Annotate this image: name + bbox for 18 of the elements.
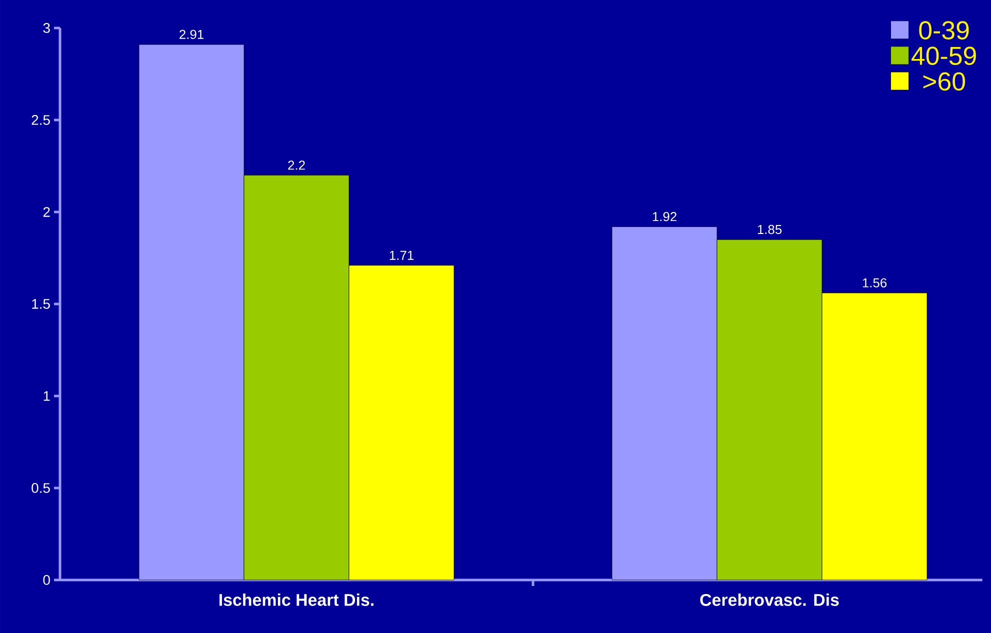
legend-label: 0-39: [919, 21, 969, 40]
y-tick-label: 2: [43, 207, 50, 217]
data-label: 1.92: [652, 212, 676, 222]
y-tick-label: 1: [44, 391, 50, 401]
x-tick-label: Cerebrovasc. Dis: [700, 594, 839, 606]
data-label: 1.56: [862, 278, 887, 288]
legend-label: 40-59: [912, 46, 976, 66]
y-tick-label: 0: [43, 575, 50, 585]
data-label: 2.91: [180, 30, 204, 40]
y-tick-label: 0.5: [32, 483, 50, 493]
legend-label: >60: [923, 72, 966, 91]
y-tick-label: 2.5: [32, 115, 50, 125]
y-tick-label: 1.5: [32, 299, 50, 309]
y-tick-label: 3: [43, 23, 50, 33]
data-label: 1.71: [390, 250, 414, 260]
data-label: 2.2: [288, 160, 305, 170]
data-label: 1.85: [758, 224, 782, 234]
x-tick-label: Ischemic Heart Dis.: [220, 594, 374, 606]
